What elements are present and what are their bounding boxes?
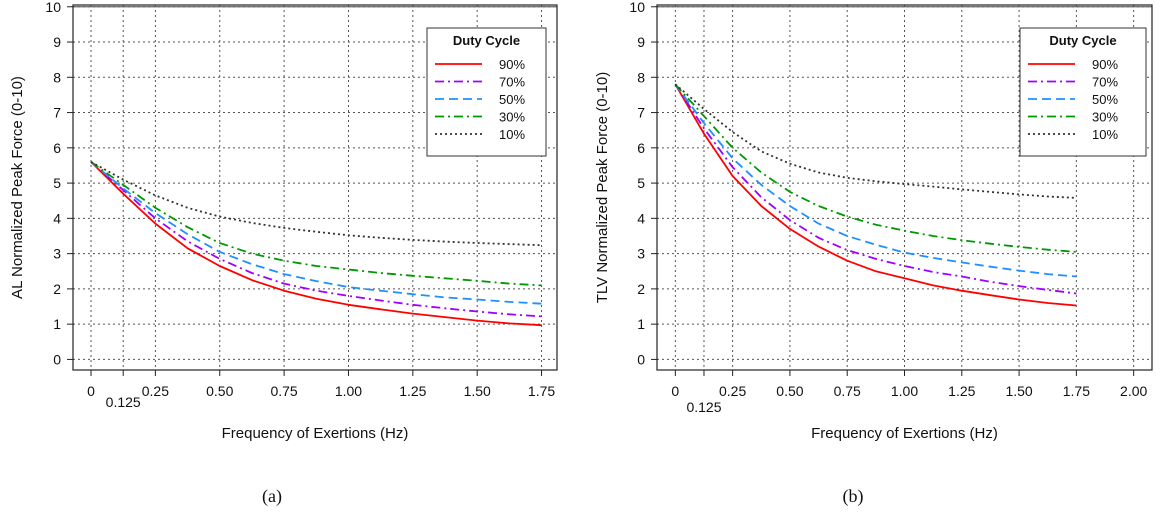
panel-b-legend-title: Duty Cycle xyxy=(1049,33,1116,48)
panel-a-x-tick-label-3: 0.75 xyxy=(270,383,297,399)
panel-b-legend-box xyxy=(1019,27,1147,157)
panel-b-x-extra-tick-label: 0.125 xyxy=(686,399,721,415)
panel-b-y-axis-label: TLV Normalized Peak Force (0-10) xyxy=(594,72,611,303)
panel-a-y-tick-label-10: 10 xyxy=(45,0,61,15)
panel-a-caption: (a) xyxy=(262,486,282,506)
panel-a-legend-label-10pct: 10% xyxy=(499,127,525,142)
panel-b-legend-label-50pct: 50% xyxy=(1092,92,1118,107)
panel-a-y-tick-label-6: 6 xyxy=(53,140,61,156)
panel-a-series-line-90pct xyxy=(90,161,542,327)
panel-a-y-tick-label-4: 4 xyxy=(53,210,61,226)
panel-b-x-tick-label-6: 1.50 xyxy=(1005,383,1032,399)
panel-b-x-tick-label-7: 1.75 xyxy=(1063,383,1090,399)
panel-b-y-tick-label-9: 9 xyxy=(637,34,645,50)
panel-a-legend-label-90pct: 90% xyxy=(499,57,525,72)
panel-a-series-line-10pct xyxy=(90,161,542,247)
panel-a-y-tick-label-1: 1 xyxy=(53,316,61,332)
panel-a-legend-label-30pct: 30% xyxy=(499,110,525,125)
panel-a-series-line-50pct xyxy=(90,161,542,305)
panel-a-legend-title: Duty Cycle xyxy=(453,33,520,48)
panel-b-y-tick-label-10: 10 xyxy=(629,0,645,15)
panel-a-x-tick-label-2: 0.50 xyxy=(206,383,233,399)
panel-a-y-tick-label-9: 9 xyxy=(53,34,61,50)
panel-a-y-axis-label: AL Normalized Peak Force (0-10) xyxy=(9,76,26,299)
panel-b-y-tick-label-8: 8 xyxy=(637,69,645,85)
panel-a-x-axis-label: Frequency of Exertions (Hz) xyxy=(222,425,409,442)
panel-b-series-line-90pct xyxy=(674,83,1077,307)
panel-b-caption: (b) xyxy=(842,486,864,506)
panel-b-y-tick-label-5: 5 xyxy=(637,175,645,191)
panel-b-x-tick-label-2: 0.50 xyxy=(776,383,803,399)
panel-a-series-line-30pct xyxy=(90,161,542,287)
panel-b-y-tick-label-2: 2 xyxy=(637,281,645,297)
panel-b-x-tick-label-1: 0.25 xyxy=(719,383,746,399)
panel-a-x-tick-label-5: 1.25 xyxy=(399,383,426,399)
panel-a-legend-label-70pct: 70% xyxy=(499,75,525,90)
panel-b-series-line-50pct xyxy=(674,83,1077,278)
panel-b-x-tick-label-0: 0 xyxy=(671,383,679,399)
panel-a-plot-frame xyxy=(72,4,558,371)
panel-b-y-tick-label-1: 1 xyxy=(637,316,645,332)
panel-b-legend-label-10pct: 10% xyxy=(1092,127,1118,142)
panel-a-y-tick-label-0: 0 xyxy=(53,351,61,367)
panel-b-legend-label-90pct: 90% xyxy=(1092,57,1118,72)
panel-b-y-tick-label-4: 4 xyxy=(637,210,645,226)
panel-b-x-tick-label-5: 1.25 xyxy=(948,383,975,399)
panel-a-legend-box xyxy=(426,27,547,157)
panel-a-y-tick-label-7: 7 xyxy=(53,105,61,121)
panel-a-y-tick-label-5: 5 xyxy=(53,175,61,191)
panel-a-y-tick-label-2: 2 xyxy=(53,281,61,297)
panel-b-legend-label-70pct: 70% xyxy=(1092,75,1118,90)
panel-b-x-axis-label: Frequency of Exertions (Hz) xyxy=(811,425,998,442)
panel-b-x-tick-label-3: 0.75 xyxy=(834,383,861,399)
panel-b-y-tick-label-0: 0 xyxy=(637,351,645,367)
panel-b-x-tick-label-8: 2.00 xyxy=(1120,383,1147,399)
panel-a-legend-label-50pct: 50% xyxy=(499,92,525,107)
panel-a-x-tick-label-7: 1.75 xyxy=(528,383,555,399)
panel-b-series-line-10pct xyxy=(674,83,1077,199)
panel-a-y-tick-label-3: 3 xyxy=(53,246,61,262)
panel-a-y-tick-label-8: 8 xyxy=(53,69,61,85)
panel-a-series-line-70pct xyxy=(90,161,542,318)
panel-b-series-line-70pct xyxy=(674,83,1077,295)
panel-a-x-tick-label-1: 0.25 xyxy=(142,383,169,399)
panel-a-x-tick-label-4: 1.00 xyxy=(335,383,362,399)
panel-b-legend-label-30pct: 30% xyxy=(1092,110,1118,125)
panel-a-x-tick-label-0: 0 xyxy=(87,383,95,399)
panel-b-y-tick-label-6: 6 xyxy=(637,140,645,156)
panel-a-x-extra-tick-label: 0.125 xyxy=(106,394,141,410)
panel-b-y-tick-label-7: 7 xyxy=(637,105,645,121)
panel-b-series-line-30pct xyxy=(674,83,1077,253)
panel-b-y-tick-label-3: 3 xyxy=(637,246,645,262)
panel-b-x-tick-label-4: 1.00 xyxy=(891,383,918,399)
panel-a-x-tick-label-6: 1.50 xyxy=(464,383,491,399)
